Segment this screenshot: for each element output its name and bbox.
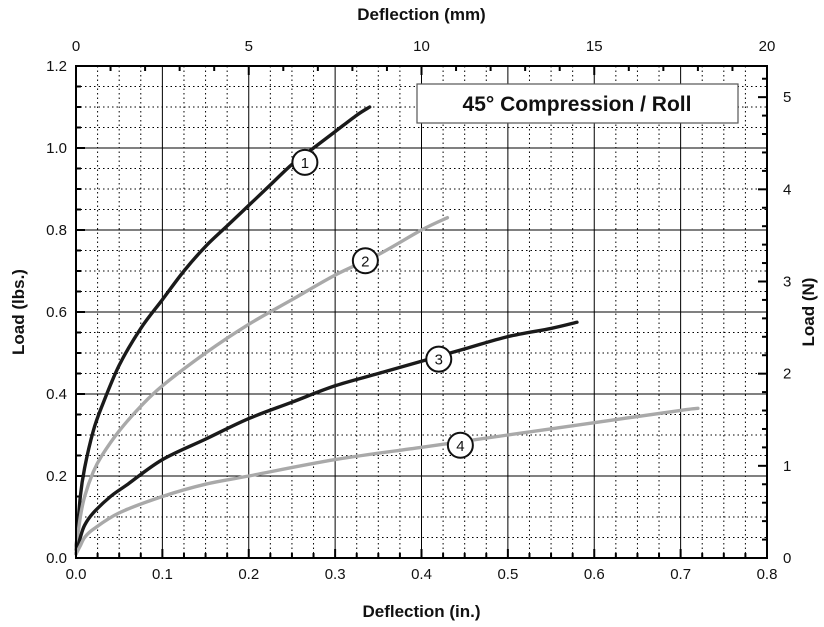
series-marker-label-4: 4 [456, 438, 464, 455]
tick-labels: 0.0 0.1 0.2 0.3 0.4 0.5 0.6 0.7 0.8 0.0 0.2 0.4 0.6 0… [46, 38, 791, 583]
y-tick-label: 0.0 [46, 550, 67, 567]
series-marker-label-2: 2 [361, 253, 369, 270]
series-marker-label-3: 3 [435, 352, 443, 369]
series-line-4 [74, 406, 700, 556]
x-tick-label: 0.7 [670, 566, 691, 583]
series-line-2 [74, 216, 450, 552]
plot-frame [75, 65, 768, 559]
x-tick-label: 0.2 [238, 566, 259, 583]
top-tick-label: 5 [245, 38, 253, 55]
x-tick-label: 0.1 [152, 566, 173, 583]
y-tick-label: 0.8 [46, 222, 67, 239]
series-marker-circle-1 [291, 148, 319, 176]
top-tick-label: 20 [759, 38, 776, 55]
y-tick-label: 0.2 [46, 468, 67, 485]
series-marker-circle-2 [351, 247, 379, 275]
series-marker-circle-3 [425, 345, 453, 373]
y-tick-label: 1.2 [46, 58, 67, 75]
top-tick-label: 10 [413, 38, 430, 55]
y-tick-label: 0.6 [46, 304, 67, 321]
right-axis-title: Load (N) [799, 278, 818, 347]
top-axis-title: Deflection (mm) [357, 5, 485, 24]
x-tick-label: 0.4 [411, 566, 432, 583]
y-tick-label: 0.4 [46, 386, 67, 403]
top-tick-label: 15 [586, 38, 603, 55]
chart-title-frame [416, 83, 739, 124]
chart-title-box: 45° Compression / Roll [416, 83, 739, 124]
series-layer [74, 105, 700, 556]
y-axis-title: Load (lbs.) [9, 269, 28, 355]
series-line-1 [74, 105, 372, 552]
y-tick-label: 1.0 [46, 140, 67, 157]
x-axis-title: Deflection (in.) [362, 602, 480, 621]
top-tick-label: 0 [72, 38, 80, 55]
right-tick-label: 3 [783, 273, 791, 290]
right-tick-label: 2 [783, 366, 791, 383]
series-marker-label-1: 1 [301, 155, 309, 172]
series-marker-circle-4 [446, 431, 474, 459]
right-tick-label: 0 [783, 550, 791, 567]
series-markers: 1 2 3 4 [291, 148, 474, 459]
x-tick-label: 0.3 [325, 566, 346, 583]
x-tick-label: 0.8 [757, 566, 778, 583]
right-tick-label: 4 [783, 181, 791, 198]
right-tick-label: 1 [783, 458, 791, 475]
chart-title: 45° Compression / Roll [463, 93, 692, 116]
major-grid [76, 66, 767, 558]
x-tick-label: 0.5 [497, 566, 518, 583]
x-tick-label: 0.0 [66, 566, 87, 583]
series-line-3 [74, 320, 579, 556]
right-tick-label: 5 [783, 89, 791, 106]
x-tick-label: 0.6 [584, 566, 605, 583]
